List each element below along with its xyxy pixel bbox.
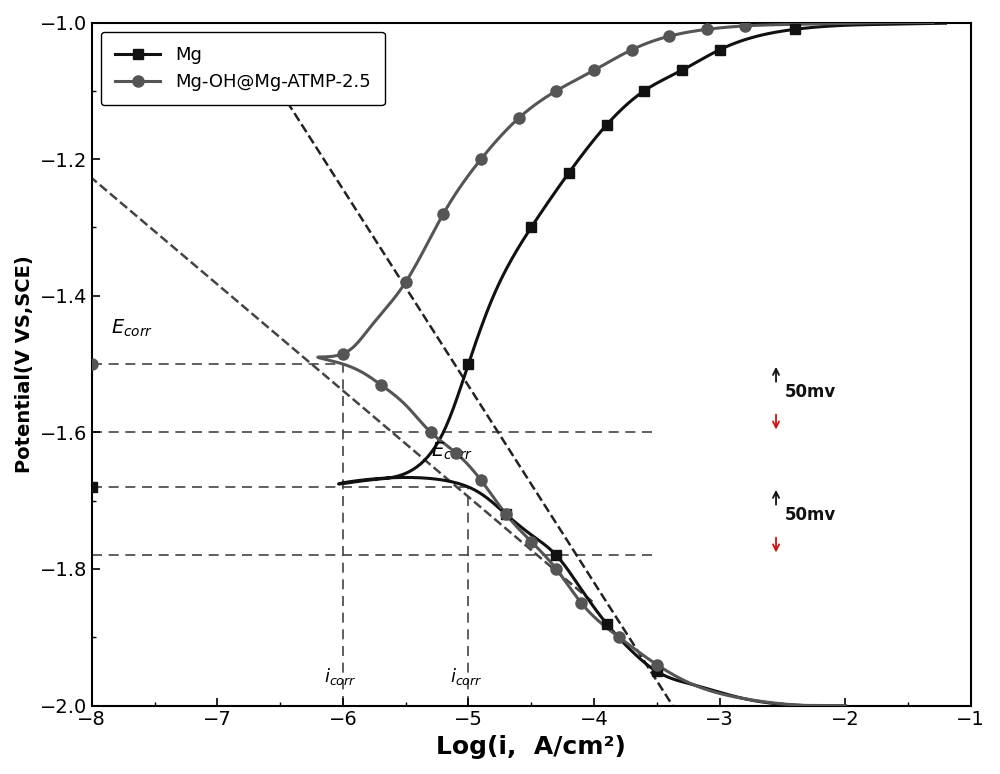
X-axis label: Log(i,  A/cm²): Log(i, A/cm²) bbox=[436, 735, 626, 759]
Text: 50mv: 50mv bbox=[785, 505, 836, 524]
Text: $i_{corr}$: $i_{corr}$ bbox=[450, 666, 482, 687]
Text: 50mv: 50mv bbox=[785, 383, 836, 401]
Text: $E_{corr}$: $E_{corr}$ bbox=[111, 317, 153, 338]
Y-axis label: Potential(V VS,SCE): Potential(V VS,SCE) bbox=[15, 255, 34, 473]
Text: $E_{corr}$: $E_{corr}$ bbox=[431, 440, 473, 461]
Text: $i_{corr}$: $i_{corr}$ bbox=[324, 666, 357, 687]
Legend: Mg, Mg-OH@Mg-ATMP-2.5: Mg, Mg-OH@Mg-ATMP-2.5 bbox=[101, 32, 385, 105]
